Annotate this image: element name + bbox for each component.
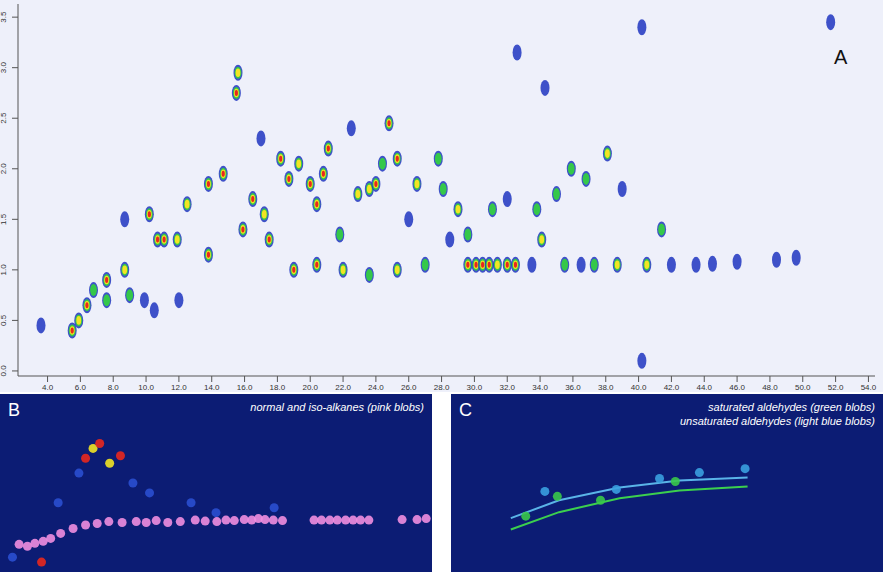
svg-text:1.0: 1.0 — [0, 264, 8, 276]
svg-text:50.0: 50.0 — [795, 383, 811, 392]
svg-text:30.0: 30.0 — [467, 383, 483, 392]
svg-text:34.0: 34.0 — [532, 383, 548, 392]
html-text:C: C — [459, 400, 472, 420]
svg-text:0.5: 0.5 — [0, 314, 8, 326]
svg-text:42.0: 42.0 — [664, 383, 680, 392]
svg-text:14.0: 14.0 — [204, 383, 220, 392]
svg-text:48.0: 48.0 — [762, 383, 778, 392]
svg-text:38.0: 38.0 — [598, 383, 614, 392]
svg-text:54.0: 54.0 — [861, 383, 877, 392]
svg-text:20.0: 20.0 — [302, 383, 318, 392]
svg-text:16.0: 16.0 — [237, 383, 253, 392]
svg-text:52.0: 52.0 — [828, 383, 844, 392]
svg-text:26.0: 26.0 — [401, 383, 417, 392]
html-text:A: A — [834, 46, 848, 68]
html-text:saturated aldehydes (green blo: saturated aldehydes (green blobs) — [708, 401, 875, 413]
svg-text:2.0: 2.0 — [0, 163, 8, 175]
svg-text:12.0: 12.0 — [171, 383, 187, 392]
svg-text:3.0: 3.0 — [0, 62, 8, 74]
svg-text:36.0: 36.0 — [565, 383, 581, 392]
svg-text:44.0: 44.0 — [696, 383, 712, 392]
svg-text:24.0: 24.0 — [368, 383, 384, 392]
svg-text:10.0: 10.0 — [138, 383, 154, 392]
svg-text:4.0: 4.0 — [42, 383, 54, 392]
svg-text:0.0: 0.0 — [0, 365, 8, 377]
html-text:unsaturated aldehydes (light b: unsaturated aldehydes (light blue blobs) — [679, 415, 875, 427]
svg-text:40.0: 40.0 — [631, 383, 647, 392]
svg-text:22.0: 22.0 — [335, 383, 351, 392]
svg-text:32.0: 32.0 — [499, 383, 515, 392]
svg-text:2.5: 2.5 — [0, 112, 8, 124]
svg-text:3.5: 3.5 — [0, 11, 8, 23]
svg-text:1.5: 1.5 — [0, 213, 8, 225]
html-text:B: B — [8, 400, 20, 420]
html-text:normal and iso-alkanes (pink b: normal and iso-alkanes (pink blobs) — [250, 401, 424, 413]
svg-text:18.0: 18.0 — [270, 383, 286, 392]
svg-text:8.0: 8.0 — [108, 383, 120, 392]
svg-text:6.0: 6.0 — [75, 383, 87, 392]
svg-text:46.0: 46.0 — [729, 383, 745, 392]
svg-text:28.0: 28.0 — [434, 383, 450, 392]
